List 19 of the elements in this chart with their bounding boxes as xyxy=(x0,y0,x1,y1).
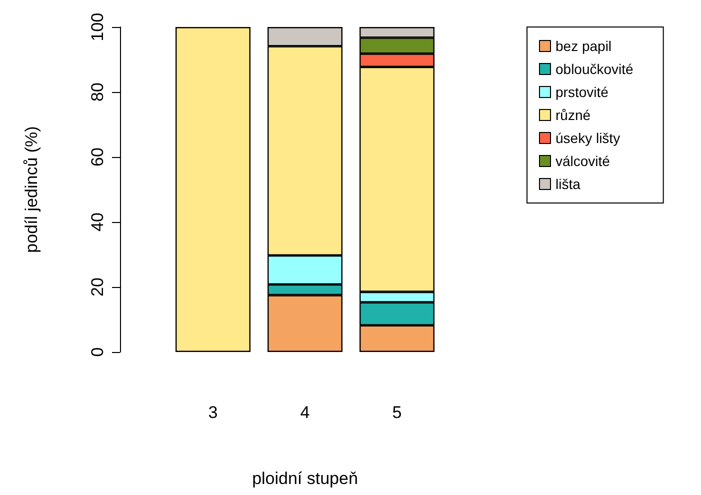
y-tick-label: 60 xyxy=(88,148,107,166)
legend-label: válcovité xyxy=(556,153,610,169)
x-tick-label: 3 xyxy=(208,403,218,422)
legend-label: úseky lišty xyxy=(556,130,620,146)
legend-label: lišta xyxy=(556,176,581,192)
legend-label: bez papil xyxy=(556,38,612,54)
y-axis-title: podíl jedinců (%) xyxy=(22,126,41,253)
bar xyxy=(176,27,250,352)
y-tick-label: 80 xyxy=(88,82,107,102)
y-tick-label: 100 xyxy=(88,12,107,42)
legend-label: různé xyxy=(556,107,591,123)
y-tick-label: 20 xyxy=(88,278,107,296)
legend-label: obloučkovité xyxy=(556,61,634,77)
x-tick-label: 4 xyxy=(300,403,310,422)
x-axis-title: ploidní stupeň xyxy=(252,469,358,488)
y-tick-label: 40 xyxy=(88,212,107,232)
y-tick-label: 0 xyxy=(88,347,107,357)
x-tick-label: 5 xyxy=(392,403,402,422)
legend-label: prstovité xyxy=(556,84,609,100)
